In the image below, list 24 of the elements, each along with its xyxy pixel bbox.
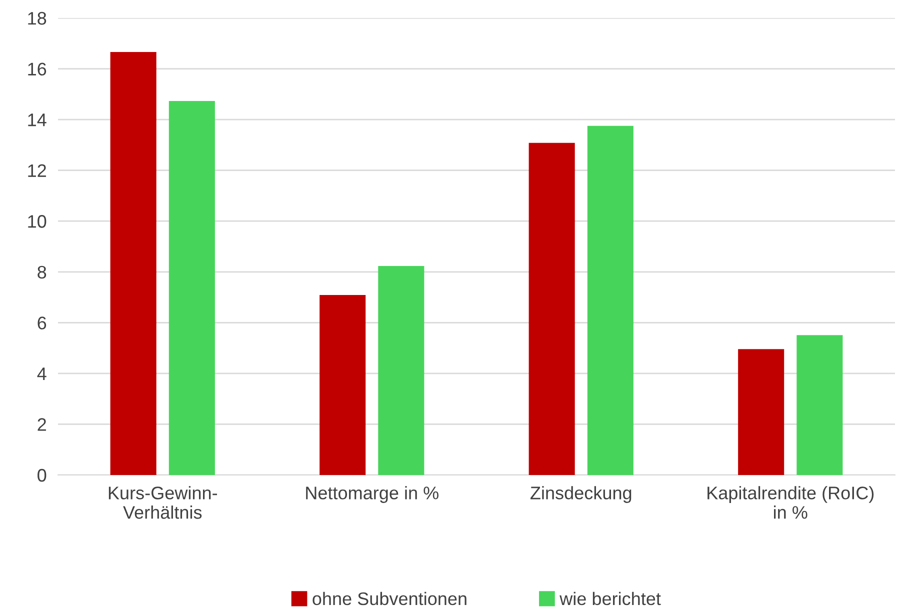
x-tick-label: Kurs-Gewinn- Verhältnis — [108, 486, 218, 519]
y-tick-label: 4 — [37, 368, 46, 380]
legend-label: wie berichtet — [560, 592, 661, 606]
y-tick-label: 6 — [38, 316, 46, 330]
bar — [110, 52, 156, 475]
y-tick-label: 2 — [38, 418, 46, 431]
y-tick-label: 10 — [28, 215, 46, 228]
x-tick-label: Zinsdeckung — [530, 486, 632, 503]
y-tick-label: 14 — [28, 114, 46, 126]
x-tick-label: Nettomarge in % — [306, 486, 438, 503]
bar — [738, 349, 784, 475]
bar — [320, 294, 366, 475]
bar — [528, 142, 575, 475]
y-tick-label: 18 — [28, 12, 46, 25]
y-tick-label: 0 — [38, 468, 46, 482]
bar — [796, 335, 843, 475]
y-tick-label: 16 — [28, 62, 46, 76]
legend-label: ohne Subventionen — [312, 592, 466, 606]
x-tick-label: Kapitalrendite (RoIC) in % — [708, 486, 874, 519]
y-tick-label: 8 — [38, 266, 46, 279]
bar — [587, 126, 634, 475]
y-tick-label: 12 — [28, 164, 46, 177]
bar — [168, 101, 215, 475]
bar — [378, 266, 424, 475]
